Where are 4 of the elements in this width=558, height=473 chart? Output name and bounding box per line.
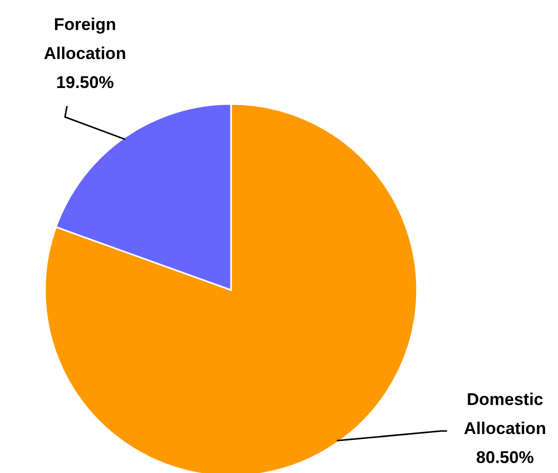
slice-label: Foreign Allocation	[44, 15, 126, 63]
data-label: 80.50%	[476, 448, 534, 467]
data-label: 19.50%	[56, 73, 114, 92]
slice-label: Domestic Allocation	[464, 390, 546, 438]
